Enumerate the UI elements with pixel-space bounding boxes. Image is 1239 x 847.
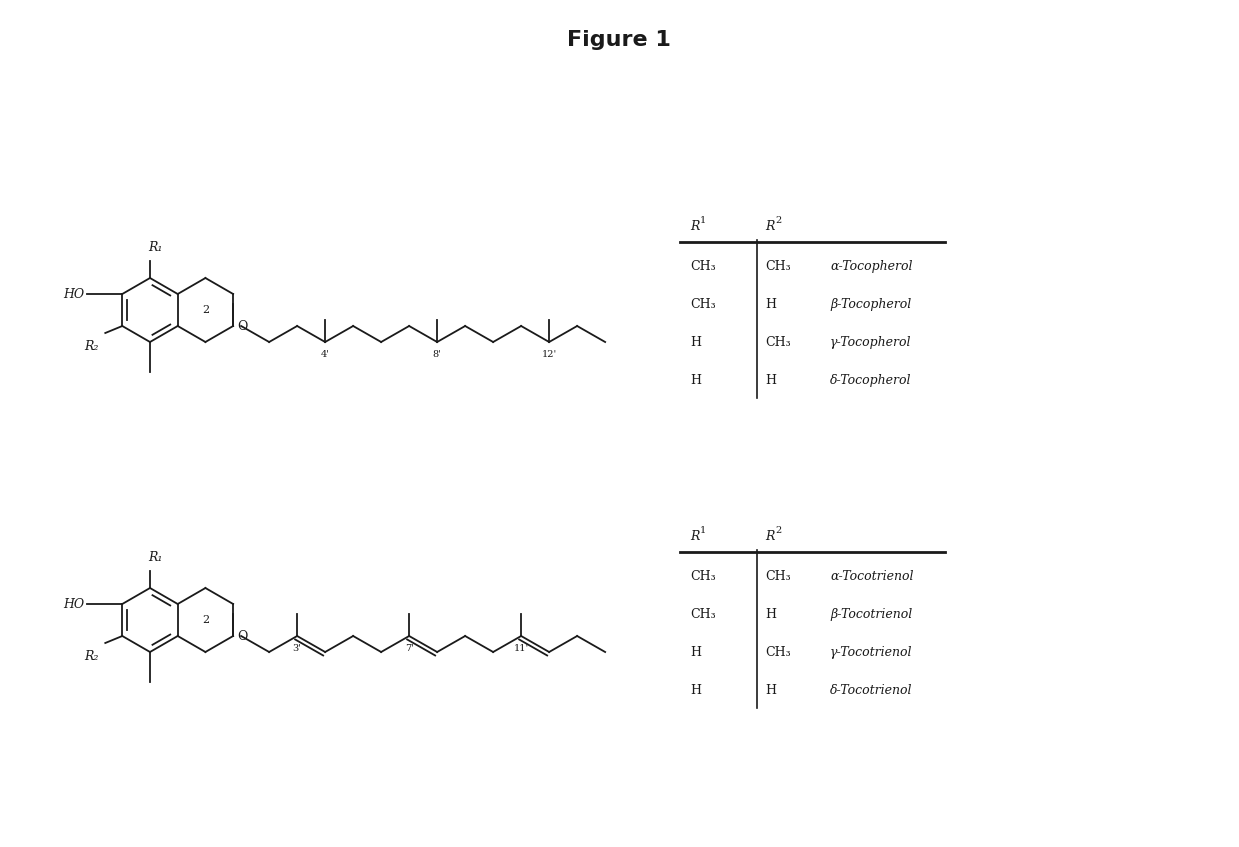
Text: HO: HO (63, 287, 84, 301)
Text: 2: 2 (202, 305, 209, 315)
Text: 11': 11' (513, 644, 529, 653)
Text: R: R (690, 220, 699, 233)
Text: R₁: R₁ (147, 551, 162, 564)
Text: CH₃: CH₃ (764, 570, 790, 584)
Text: γ-Tocopherol: γ-Tocopherol (830, 336, 912, 349)
Text: α-Tocotrienol: α-Tocotrienol (830, 570, 913, 584)
Text: H: H (690, 646, 701, 659)
Text: 1: 1 (700, 216, 706, 225)
Text: 4': 4' (321, 350, 330, 359)
Text: HO: HO (63, 597, 84, 611)
Text: O: O (237, 629, 248, 643)
Text: H: H (764, 374, 776, 387)
Text: 2: 2 (776, 216, 782, 225)
Text: H: H (764, 684, 776, 697)
Text: H: H (764, 608, 776, 621)
Text: 8': 8' (432, 350, 441, 359)
Text: H: H (764, 298, 776, 311)
Text: R: R (764, 530, 774, 543)
Text: CH₃: CH₃ (690, 260, 716, 274)
Text: Figure 1: Figure 1 (567, 30, 672, 50)
Text: R: R (764, 220, 774, 233)
Text: γ-Tocotrienol: γ-Tocotrienol (830, 646, 912, 659)
Text: O: O (237, 319, 248, 333)
Text: β-Tocopherol: β-Tocopherol (830, 298, 911, 311)
Text: δ-Tocopherol: δ-Tocopherol (830, 374, 912, 387)
Text: CH₃: CH₃ (690, 298, 716, 311)
Text: CH₃: CH₃ (764, 646, 790, 659)
Text: CH₃: CH₃ (764, 336, 790, 349)
Text: CH₃: CH₃ (690, 608, 716, 621)
Text: δ-Tocotrienol: δ-Tocotrienol (830, 684, 912, 697)
Text: 1: 1 (700, 526, 706, 535)
Text: CH₃: CH₃ (690, 570, 716, 584)
Text: 3': 3' (292, 644, 301, 653)
Text: α-Tocopherol: α-Tocopherol (830, 260, 912, 274)
Text: H: H (690, 684, 701, 697)
Text: 2: 2 (202, 615, 209, 625)
Text: R₂: R₂ (84, 340, 98, 353)
Text: R₂: R₂ (84, 650, 98, 663)
Text: R: R (690, 530, 699, 543)
Text: 7': 7' (405, 644, 414, 653)
Text: H: H (690, 336, 701, 349)
Text: CH₃: CH₃ (764, 260, 790, 274)
Text: β-Tocotrienol: β-Tocotrienol (830, 608, 912, 621)
Text: R₁: R₁ (147, 241, 162, 254)
Text: 2: 2 (776, 526, 782, 535)
Text: 12': 12' (541, 350, 556, 359)
Text: H: H (690, 374, 701, 387)
